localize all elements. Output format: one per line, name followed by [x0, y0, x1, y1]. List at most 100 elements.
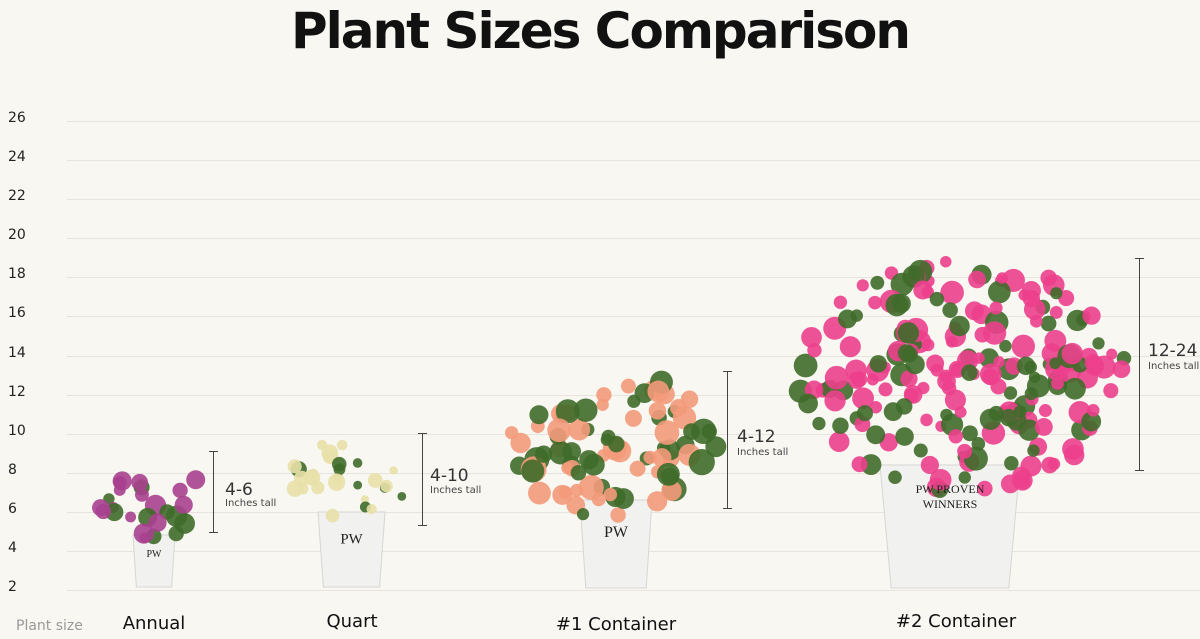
foliage-mark: [964, 301, 984, 321]
foliage-mark: [135, 487, 149, 502]
foliage-mark: [920, 455, 939, 475]
foliage-mark: [701, 423, 717, 440]
foliage-mark: [608, 435, 625, 453]
foliage-mark: [839, 336, 861, 358]
foliage-mark: [868, 295, 882, 310]
foliage-mark: [528, 481, 551, 505]
foliage-mark: [913, 280, 933, 300]
foliage-mark: [1084, 353, 1102, 372]
foliage-mark: [327, 473, 346, 491]
pot-brand-label: PW PROVEN WINNERS: [915, 482, 985, 511]
range-label-2-container: 12-24: [1148, 341, 1198, 361]
foliage-mark: [552, 484, 573, 505]
foliage-mark: [148, 513, 167, 532]
foliage-mark: [1081, 411, 1102, 432]
foliage-mark: [570, 483, 584, 497]
y-tick-label: 2: [8, 579, 17, 595]
foliage-mark: [833, 295, 848, 309]
foliage-mark: [648, 401, 667, 420]
pot: [317, 511, 386, 588]
foliage-mark: [1092, 337, 1105, 350]
foliage-mark: [529, 405, 549, 425]
foliage-mark: [1016, 356, 1036, 376]
foliage-mark: [570, 464, 587, 481]
foliage-mark: [942, 302, 958, 318]
foliage-mark: [1049, 357, 1061, 370]
range-bracket-annual: [209, 451, 218, 533]
foliage-mark: [979, 363, 1002, 386]
foliage-mark: [360, 495, 370, 504]
foliage-mark: [824, 365, 849, 390]
foliage-mark: [624, 409, 642, 427]
foliage-mark: [895, 427, 914, 446]
foliage-mark: [389, 466, 398, 475]
y-tick-label: 16: [8, 305, 26, 322]
foliage-mark: [603, 487, 618, 502]
foliage-mark: [1047, 457, 1061, 471]
foliage-mark: [905, 354, 925, 375]
range-bracket-1-container: [723, 371, 732, 509]
foliage-mark: [1022, 289, 1041, 308]
y-tick-label: 14: [8, 344, 26, 361]
y-tick-label: 18: [8, 266, 26, 283]
foliage-mark: [325, 508, 340, 523]
y-tick-label: 26: [8, 110, 26, 126]
foliage-mark: [331, 456, 347, 472]
foliage-mark: [798, 393, 818, 414]
foliage-mark: [996, 272, 1008, 284]
foliage-mark: [921, 338, 935, 352]
foliage-mark: [1038, 404, 1052, 418]
foliage-mark: [1034, 418, 1053, 436]
foliage-mark: [661, 480, 682, 501]
foliage-mark: [125, 511, 137, 523]
proven-winners-logo: PW: [604, 524, 629, 541]
foliage-mark: [131, 473, 149, 491]
foliage-mark: [174, 495, 193, 515]
range-bracket-2-container: [1135, 258, 1144, 471]
foliage-mark: [891, 293, 911, 314]
foliage-mark: [948, 429, 963, 444]
foliage-mark: [287, 459, 302, 474]
foliage-mark: [1061, 342, 1084, 365]
foliage-mark: [336, 439, 348, 451]
foliage-mark: [832, 417, 849, 434]
plant-3: [788, 255, 1132, 589]
foliage-mark: [547, 418, 571, 443]
foliage-mark: [613, 488, 634, 509]
foliage-mark: [186, 470, 206, 490]
foliage-mark: [367, 473, 383, 488]
foliage-mark: [999, 339, 1012, 353]
foliage-mark: [352, 458, 363, 468]
foliage-mark: [705, 436, 727, 458]
proven-winners-logo: PW: [147, 549, 163, 560]
gridline: [67, 199, 1200, 201]
range-unit-annual: Inches tall: [225, 498, 277, 509]
proven-winners-logo: PW: [340, 532, 363, 548]
foliage-mark: [1026, 374, 1050, 398]
foliage-mark: [828, 431, 850, 453]
foliage-mark: [647, 380, 670, 403]
foliage-mark: [578, 474, 604, 500]
foliage-mark: [652, 448, 672, 468]
foliage-mark: [1112, 360, 1131, 379]
foliage-mark: [913, 443, 928, 458]
foliage-mark: [869, 355, 888, 373]
foliage-mark: [850, 309, 863, 322]
foliage-mark: [629, 460, 646, 477]
foliage-mark: [945, 335, 958, 348]
foliage-mark: [582, 453, 605, 476]
foliage-mark: [900, 370, 918, 388]
foliage-mark: [949, 315, 970, 337]
foliage-mark: [989, 301, 1003, 315]
foliage-mark: [870, 275, 885, 290]
foliage-mark: [976, 480, 993, 497]
foliage-mark: [961, 425, 978, 442]
foliage-mark: [521, 459, 545, 483]
foliage-mark: [574, 398, 598, 422]
foliage-mark: [866, 425, 886, 445]
gridline: [67, 238, 1200, 240]
gridline: [67, 433, 1200, 435]
foliage-mark: [954, 406, 967, 419]
